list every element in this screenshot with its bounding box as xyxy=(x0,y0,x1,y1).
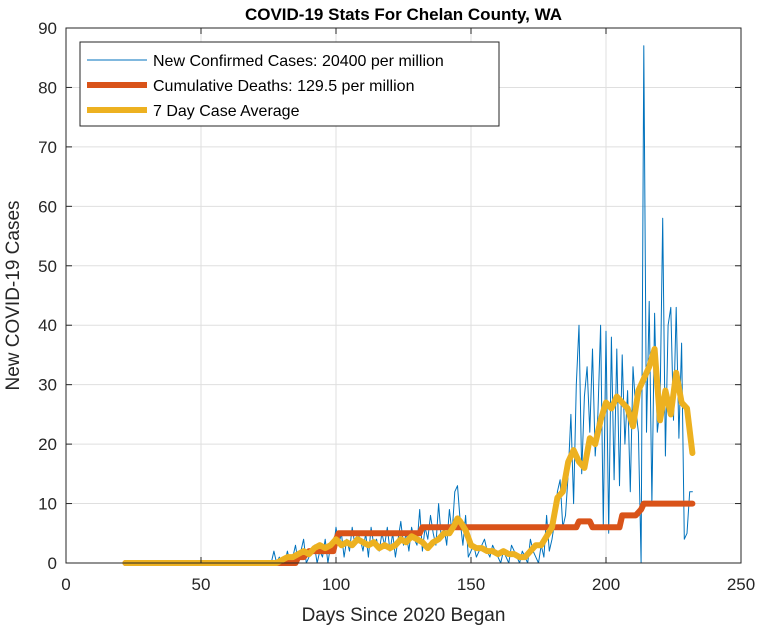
y-tick-label: 90 xyxy=(38,19,57,38)
series-layer xyxy=(122,45,696,566)
legend-label-new-cases: New Confirmed Cases: 20400 per million xyxy=(153,53,444,70)
y-tick-label: 40 xyxy=(38,316,57,335)
y-tick-label: 50 xyxy=(38,257,57,276)
y-tick-label: 20 xyxy=(38,435,57,454)
plot-area-border xyxy=(65,27,742,564)
y-tick-label: 30 xyxy=(38,376,57,395)
legend-box xyxy=(79,41,500,127)
ticks: 0 50 100 150 200 250 0 10 20 30 40 50 60 70 80 90 xyxy=(38,19,755,594)
chart-title: COVID-19 Stats For Chelan County, WA xyxy=(245,5,562,24)
y-tick-label: 60 xyxy=(38,197,57,216)
legend: New Confirmed Cases: 20400 per million C… xyxy=(79,41,500,127)
y-tick-label: 70 xyxy=(38,138,57,157)
x-tick-label: 100 xyxy=(322,575,350,594)
x-axis-label: Days Since 2020 Began xyxy=(302,605,506,626)
x-tick-label: 250 xyxy=(727,575,755,594)
x-tick-label: 200 xyxy=(592,575,620,594)
x-tick-label: 50 xyxy=(192,575,211,594)
series-7-day-average xyxy=(122,346,696,566)
y-tick-label: 80 xyxy=(38,78,57,97)
x-tick-label: 150 xyxy=(457,575,485,594)
y-axis-label: New COVID-19 Cases xyxy=(3,200,24,390)
legend-label-7-day-average: 7 Day Case Average xyxy=(153,103,300,120)
x-tick-label: 0 xyxy=(61,575,70,594)
legend-label-cumulative-deaths: Cumulative Deaths: 129.5 per million xyxy=(153,78,414,95)
y-tick-label: 0 xyxy=(48,554,57,573)
y-tick-label: 10 xyxy=(38,495,57,514)
